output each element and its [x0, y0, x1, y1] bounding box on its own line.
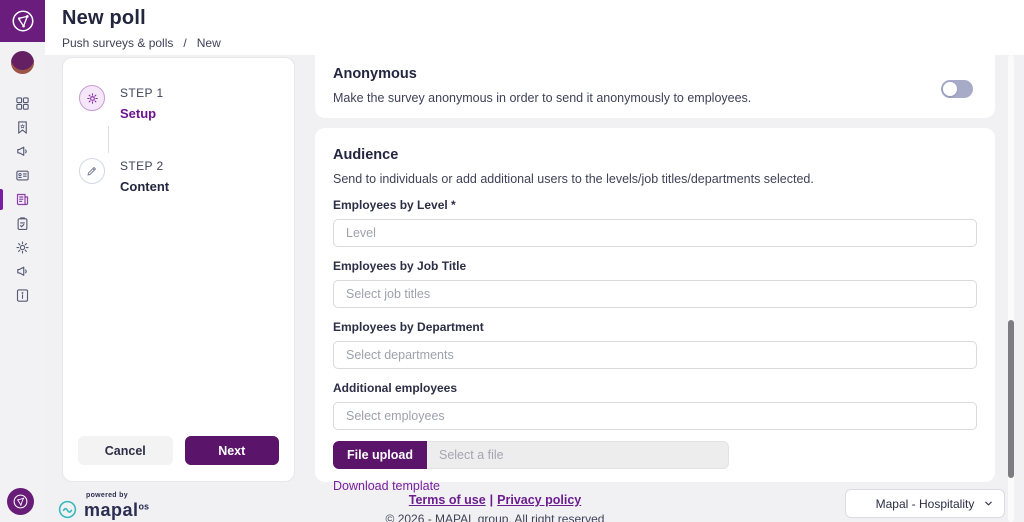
field-label: Additional employees [333, 381, 458, 395]
user-avatar[interactable] [11, 51, 34, 74]
field-label: Employees by Level * [333, 198, 456, 212]
anonymous-toggle[interactable] [941, 80, 973, 98]
audience-title: Audience [333, 147, 399, 163]
employees-select-input[interactable] [333, 402, 977, 430]
step-eyebrow: STEP 1 [120, 86, 164, 100]
sidebar [0, 0, 45, 522]
page-title: New poll [62, 7, 146, 29]
file-upload-button[interactable]: File upload [333, 441, 427, 469]
toggle-knob [943, 82, 957, 96]
powered-by-label: powered by [86, 492, 128, 499]
field-label: Employees by Department [333, 320, 484, 334]
terms-of-use-link[interactable]: Terms of use [408, 493, 486, 507]
mapal-logo-icon[interactable] [7, 488, 34, 515]
level-select-input[interactable] [333, 219, 977, 247]
file-upload-filename[interactable]: Select a file [426, 441, 729, 469]
legal-separator: | [489, 493, 494, 507]
breadcrumb-separator: / [183, 36, 187, 50]
step-label: Setup [120, 106, 157, 121]
info-book-icon[interactable] [0, 288, 45, 303]
clipboard-check-icon[interactable] [0, 216, 45, 231]
stepper-actions: Cancel Next [63, 436, 294, 481]
survey-news-icon[interactable] [0, 189, 45, 210]
department-select-input[interactable] [333, 341, 977, 369]
page-header: New poll Push surveys & polls / New [45, 0, 1024, 55]
gear-icon[interactable] [0, 240, 45, 255]
audience-card: Audience Send to individuals or add addi… [315, 128, 995, 493]
field-label: Employees by Job Title [333, 259, 467, 273]
step-list: STEP 1 Setup STEP 2 Content [63, 58, 294, 194]
breadcrumb: Push surveys & polls / New [62, 36, 221, 50]
anonymous-title: Anonymous [333, 66, 417, 82]
download-template-link[interactable]: Download template [333, 479, 441, 493]
chevron-down-icon [983, 498, 994, 509]
grid-icon[interactable] [0, 96, 45, 111]
file-upload-row: File upload Select a file [333, 441, 729, 469]
id-card-icon[interactable] [0, 168, 45, 183]
anonymous-description: Make the survey anonymous in order to se… [333, 91, 752, 105]
step-label: Content [120, 179, 170, 194]
step-setup[interactable]: STEP 1 Setup [79, 85, 294, 121]
anonymous-card: Anonymous Make the survey anonymous in o… [315, 55, 995, 118]
scrollbar-track[interactable] [1008, 55, 1014, 522]
cancel-button[interactable]: Cancel [78, 436, 173, 465]
step-content[interactable]: STEP 2 Content [79, 158, 294, 194]
mapal-os-suffix: os [138, 501, 150, 512]
mapal-wave-icon [57, 499, 78, 520]
field-additional-employees: Additional employees [333, 381, 977, 430]
step-gear-icon [79, 85, 105, 111]
powered-by-mapal: powered by mapalos [57, 492, 149, 520]
field-employees-by-department: Employees by Department [333, 320, 977, 369]
privacy-policy-link[interactable]: Privacy policy [497, 493, 582, 507]
field-employees-by-job-title: Employees by Job Title [333, 259, 977, 308]
step-eyebrow: STEP 2 [120, 159, 164, 173]
step-pencil-icon [79, 158, 105, 184]
breadcrumb-item[interactable]: Push surveys & polls [62, 36, 174, 50]
workspace-selector-value: Mapal - Hospitality [875, 496, 975, 511]
app-logo[interactable] [0, 0, 45, 42]
megaphone-icon[interactable] [0, 144, 45, 159]
stepper-card: STEP 1 Setup STEP 2 Content Cancel Next [62, 57, 295, 482]
breadcrumb-item: New [196, 36, 221, 50]
bookmark-star-icon[interactable] [0, 120, 45, 135]
sidebar-nav [0, 96, 45, 303]
field-employees-by-level: Employees by Level * [333, 198, 977, 247]
mapal-logo-icon [10, 8, 36, 34]
workspace-selector[interactable]: Mapal - Hospitality [845, 489, 1005, 518]
next-button[interactable]: Next [184, 436, 279, 465]
mapal-wordmark: mapal [84, 500, 139, 520]
job-title-select-input[interactable] [333, 280, 977, 308]
audience-description: Send to individuals or add additional us… [333, 172, 814, 186]
scrollbar-thumb[interactable] [1008, 320, 1014, 478]
copyright-text: © 2026 - MAPAL group. All right reserved [385, 512, 605, 522]
footer-legal: Terms of use | Privacy policy © 2026 - MAP… [45, 493, 945, 522]
step-connector [108, 126, 109, 153]
megaphone-icon[interactable] [0, 264, 45, 279]
